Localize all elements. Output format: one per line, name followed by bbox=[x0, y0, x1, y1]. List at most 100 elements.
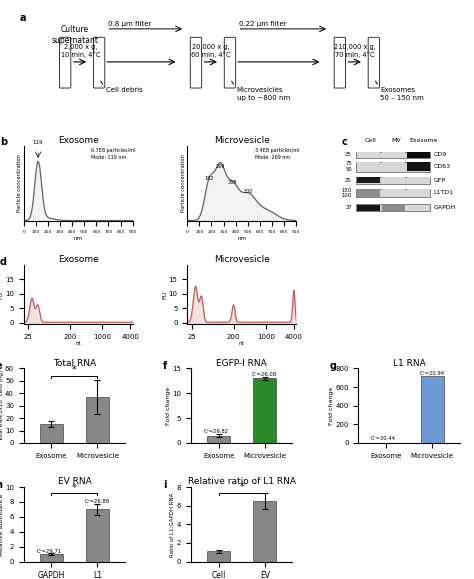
Bar bbox=[407, 189, 430, 197]
Text: L1TD1: L1TD1 bbox=[434, 190, 454, 196]
Text: *: * bbox=[72, 483, 77, 493]
Bar bbox=[407, 205, 430, 211]
Text: 0.8 μm filter: 0.8 μm filter bbox=[108, 21, 151, 27]
Bar bbox=[357, 162, 380, 171]
Title: EGFP-I RNA: EGFP-I RNA bbox=[216, 358, 267, 368]
Bar bbox=[407, 177, 430, 183]
Title: L1 RNA: L1 RNA bbox=[392, 358, 426, 368]
Text: Cᵀ=29.71: Cᵀ=29.71 bbox=[36, 549, 62, 554]
Title: Microvesicle: Microvesicle bbox=[214, 255, 270, 264]
Text: 0.22 μm filter: 0.22 μm filter bbox=[239, 21, 286, 27]
Bar bbox=[356, 162, 430, 172]
FancyBboxPatch shape bbox=[59, 37, 71, 88]
Text: e: e bbox=[0, 361, 2, 371]
Text: MV: MV bbox=[392, 138, 401, 143]
Text: Cᵀ=30.44: Cᵀ=30.44 bbox=[371, 436, 396, 441]
Text: Cᵀ=26.08: Cᵀ=26.08 bbox=[252, 372, 277, 377]
Text: Cᵀ=29.82: Cᵀ=29.82 bbox=[204, 429, 229, 434]
Bar bbox=[357, 205, 380, 211]
FancyBboxPatch shape bbox=[368, 37, 380, 88]
Text: Cᵀ=26.88: Cᵀ=26.88 bbox=[85, 499, 110, 504]
Bar bbox=[40, 424, 63, 443]
Text: g: g bbox=[330, 361, 337, 371]
Bar bbox=[407, 152, 430, 158]
Y-axis label: FU: FU bbox=[162, 291, 167, 299]
Bar bbox=[86, 510, 109, 562]
Text: 500: 500 bbox=[243, 189, 253, 194]
Title: Exosome: Exosome bbox=[58, 255, 99, 264]
Text: 269: 269 bbox=[215, 164, 225, 169]
Bar bbox=[357, 152, 380, 158]
Text: 75
50: 75 50 bbox=[345, 162, 352, 173]
Text: GAPDH: GAPDH bbox=[434, 206, 456, 210]
Text: b: b bbox=[0, 137, 7, 147]
Title: Microvesicle: Microvesicle bbox=[214, 136, 270, 145]
Text: Cell debris: Cell debris bbox=[106, 87, 142, 93]
Bar bbox=[357, 177, 380, 183]
X-axis label: nt: nt bbox=[75, 342, 81, 346]
Text: 25: 25 bbox=[345, 152, 352, 157]
Bar bbox=[382, 189, 405, 197]
Y-axis label: Particle concentration: Particle concentration bbox=[18, 155, 22, 212]
Text: a: a bbox=[19, 13, 26, 23]
Text: 37: 37 bbox=[345, 206, 352, 210]
FancyBboxPatch shape bbox=[334, 37, 346, 88]
Y-axis label: Particle concentration: Particle concentration bbox=[181, 155, 186, 212]
FancyBboxPatch shape bbox=[93, 37, 105, 88]
Y-axis label: Total RNA/1x10⁶ cells (ng): Total RNA/1x10⁶ cells (ng) bbox=[0, 370, 4, 441]
Bar bbox=[356, 189, 430, 197]
Text: 210,000 x g,
70 min, 4°C: 210,000 x g, 70 min, 4°C bbox=[334, 43, 376, 58]
Text: f: f bbox=[163, 361, 167, 371]
Text: 6.7E8 particles/ml
Mode: 119 nm: 6.7E8 particles/ml Mode: 119 nm bbox=[91, 148, 136, 160]
Bar bbox=[357, 189, 380, 197]
Text: 25: 25 bbox=[345, 178, 352, 183]
FancyBboxPatch shape bbox=[190, 37, 201, 88]
Bar bbox=[356, 152, 430, 158]
Bar bbox=[382, 152, 405, 158]
Text: 182: 182 bbox=[205, 176, 214, 181]
Text: h: h bbox=[0, 479, 2, 490]
Bar bbox=[86, 397, 109, 443]
Bar bbox=[420, 376, 444, 443]
X-axis label: nm: nm bbox=[237, 236, 246, 241]
Title: Total RNA: Total RNA bbox=[53, 358, 96, 368]
Text: i: i bbox=[163, 479, 166, 490]
Bar bbox=[407, 162, 430, 171]
Text: *: * bbox=[72, 365, 77, 375]
Text: 20,000 x g,
60 min, 4°C: 20,000 x g, 60 min, 4°C bbox=[191, 43, 231, 58]
Text: 150
100: 150 100 bbox=[342, 188, 352, 199]
Y-axis label: FU: FU bbox=[0, 291, 4, 299]
Y-axis label: Ratio of L1:GAPDH RNA: Ratio of L1:GAPDH RNA bbox=[171, 492, 175, 556]
Text: 119: 119 bbox=[32, 140, 43, 145]
Text: 3.4E8 particles/ml
Mode: 269 nm: 3.4E8 particles/ml Mode: 269 nm bbox=[255, 148, 299, 160]
Text: 2,000 x g,
10 min, 4°C: 2,000 x g, 10 min, 4°C bbox=[61, 43, 100, 58]
Bar bbox=[253, 501, 276, 562]
Text: Exosomes
50 – 150 nm: Exosomes 50 – 150 nm bbox=[381, 87, 424, 101]
Text: d: d bbox=[0, 258, 7, 267]
Text: GFP: GFP bbox=[434, 178, 446, 183]
Bar bbox=[356, 177, 430, 184]
Bar bbox=[382, 162, 405, 171]
Title: Relative ratio of L1 RNA: Relative ratio of L1 RNA bbox=[188, 477, 296, 486]
Text: CD63: CD63 bbox=[434, 164, 451, 169]
Bar bbox=[356, 204, 430, 211]
Text: Cᵀ=20.94: Cᵀ=20.94 bbox=[419, 371, 445, 376]
Title: Exosome: Exosome bbox=[58, 136, 99, 145]
Text: Microvesicles
up to ~800 nm: Microvesicles up to ~800 nm bbox=[237, 87, 290, 101]
Bar bbox=[40, 554, 63, 562]
Text: Cell: Cell bbox=[365, 138, 376, 143]
Y-axis label: Fold change: Fold change bbox=[329, 387, 334, 425]
Text: c: c bbox=[342, 137, 348, 147]
X-axis label: nm: nm bbox=[74, 236, 82, 241]
Text: 368: 368 bbox=[227, 179, 237, 185]
Bar bbox=[382, 205, 405, 211]
FancyBboxPatch shape bbox=[224, 37, 236, 88]
Bar bbox=[382, 177, 405, 183]
Bar bbox=[253, 378, 276, 443]
X-axis label: nt: nt bbox=[239, 342, 245, 346]
Text: Exosome: Exosome bbox=[410, 138, 438, 143]
Y-axis label: Relative abundance: Relative abundance bbox=[0, 493, 4, 556]
Title: EV RNA: EV RNA bbox=[57, 477, 91, 486]
Y-axis label: Fold change: Fold change bbox=[166, 387, 171, 425]
Text: *: * bbox=[239, 482, 244, 492]
